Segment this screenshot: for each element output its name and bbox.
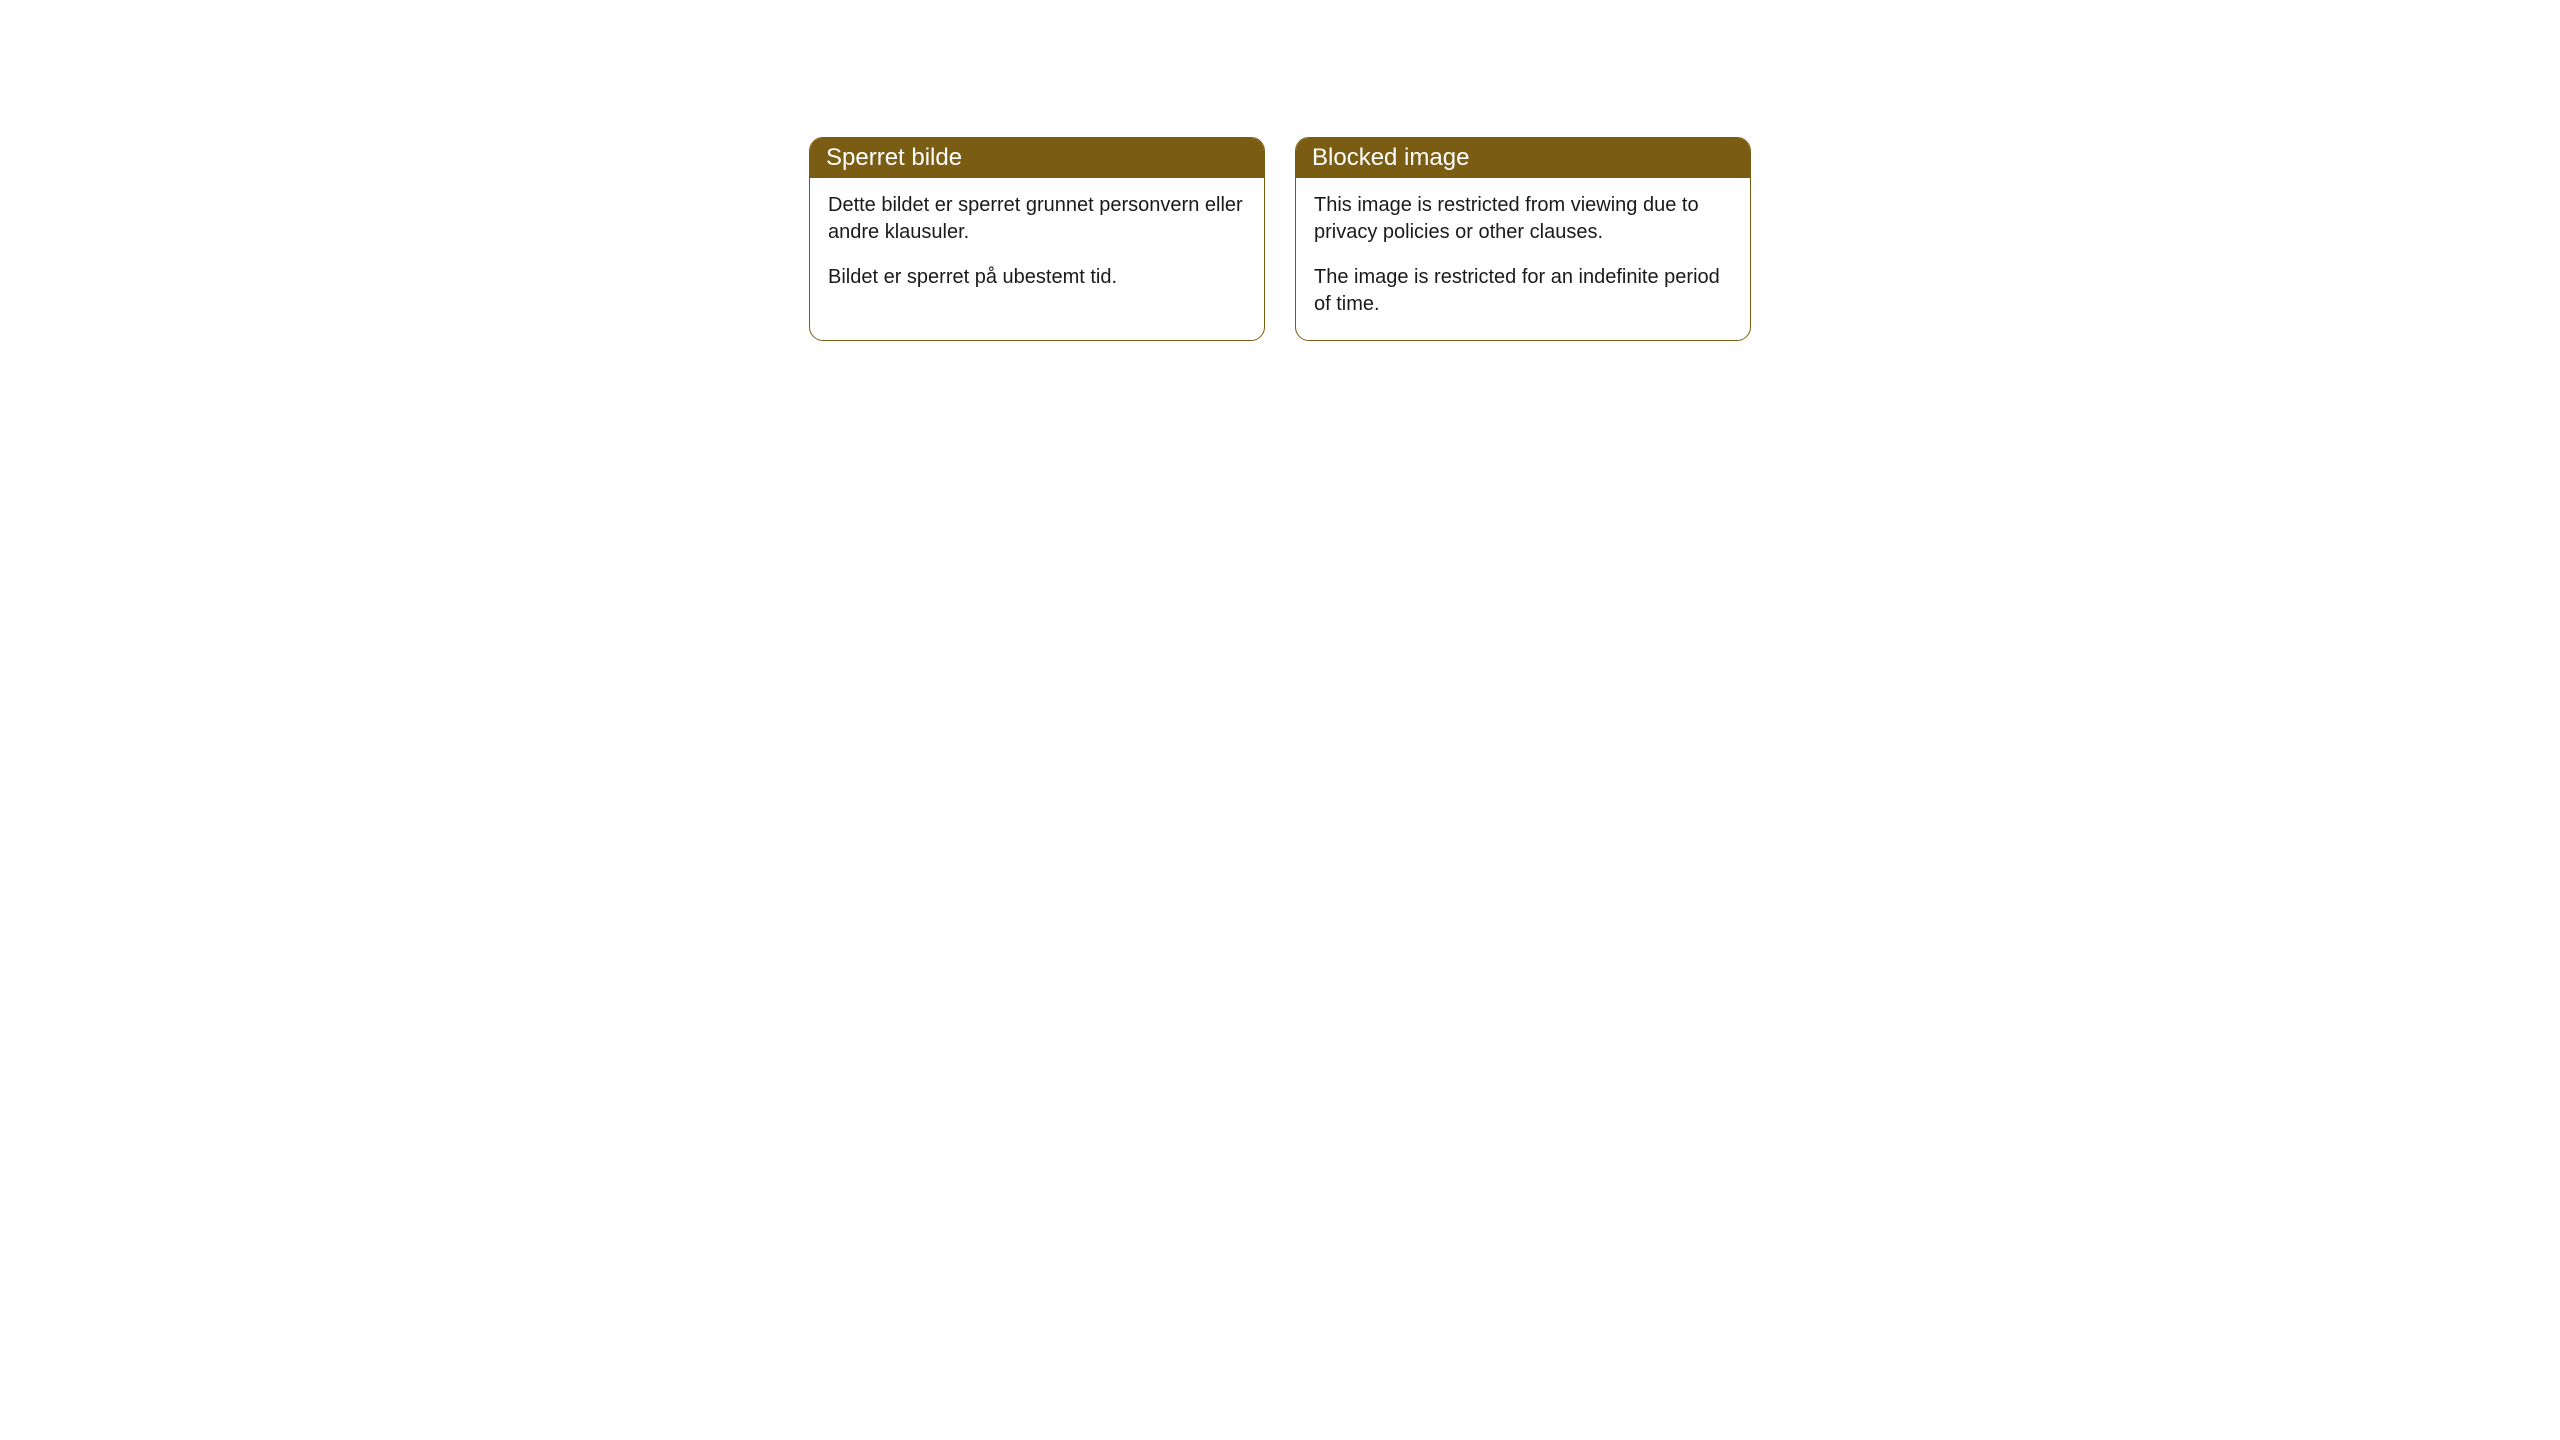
card-header: Blocked image [1296, 138, 1750, 178]
card-header: Sperret bilde [810, 138, 1264, 178]
blocked-image-card-english: Blocked image This image is restricted f… [1295, 137, 1751, 341]
card-paragraph: Dette bildet er sperret grunnet personve… [828, 192, 1246, 246]
blocked-image-card-norwegian: Sperret bilde Dette bildet er sperret gr… [809, 137, 1265, 341]
card-body: This image is restricted from viewing du… [1296, 178, 1750, 340]
card-paragraph: Bildet er sperret på ubestemt tid. [828, 264, 1246, 291]
card-body: Dette bildet er sperret grunnet personve… [810, 178, 1264, 313]
card-paragraph: The image is restricted for an indefinit… [1314, 264, 1732, 318]
card-paragraph: This image is restricted from viewing du… [1314, 192, 1732, 246]
card-title: Sperret bilde [826, 144, 962, 171]
card-title: Blocked image [1312, 144, 1469, 171]
